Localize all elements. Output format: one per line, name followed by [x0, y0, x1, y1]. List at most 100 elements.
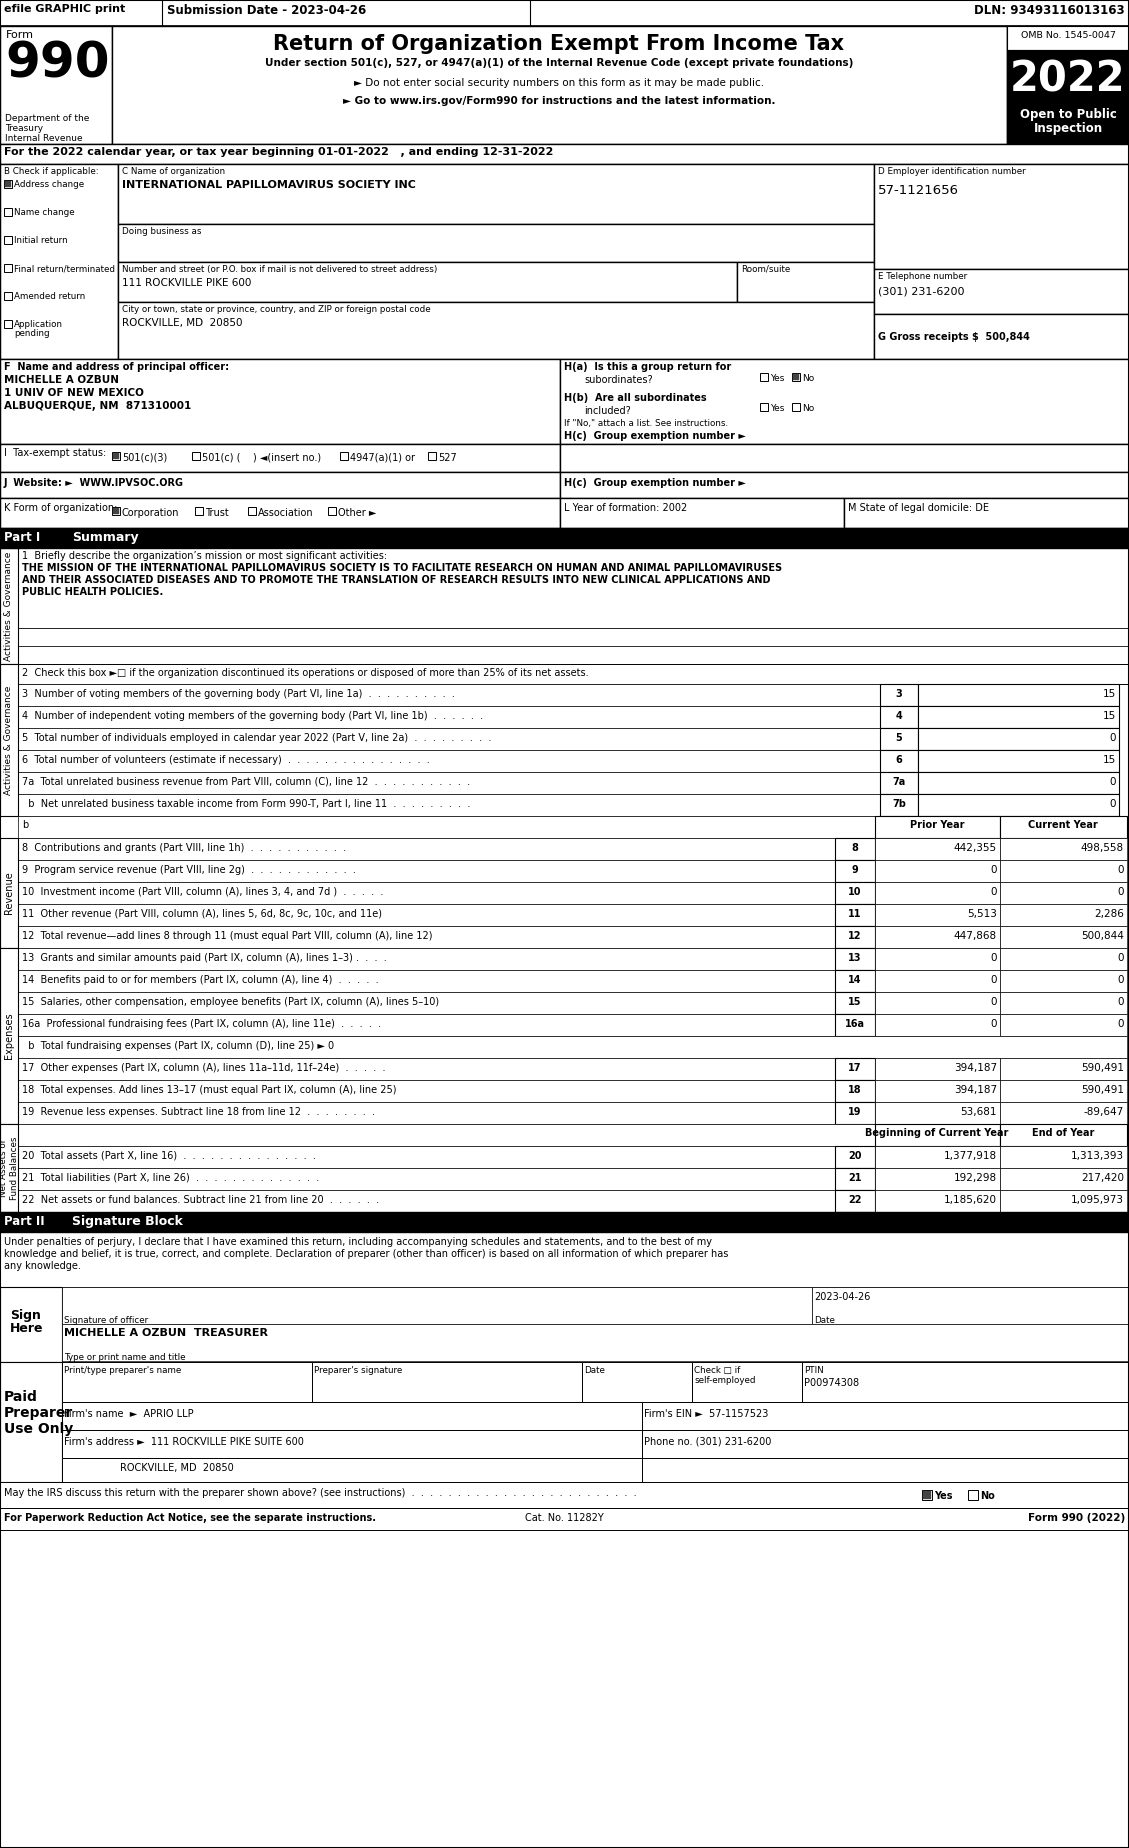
Text: 0: 0 [1118, 976, 1124, 985]
Text: Submission Date - 2023-04-26: Submission Date - 2023-04-26 [167, 4, 366, 17]
Text: 14: 14 [848, 976, 861, 985]
Text: 20: 20 [848, 1151, 861, 1161]
Text: 447,868: 447,868 [954, 931, 997, 941]
Text: Open to Public: Open to Public [1019, 107, 1117, 120]
Bar [1000, 881, 1127, 904]
Text: 11  Other revenue (Part VIII, column (A), lines 5, 6d, 8c, 9c, 10c, and 11e): 11 Other revenue (Part VIII, column (A),… [21, 909, 382, 918]
Bar [1000, 1146, 1127, 1168]
Bar [428, 453, 436, 460]
Text: b: b [21, 821, 28, 830]
Text: H(a)  Is this a group return for: H(a) Is this a group return for [564, 362, 732, 371]
Bar [918, 750, 1119, 772]
Text: L Year of formation: 2002: L Year of formation: 2002 [564, 503, 688, 514]
Text: No: No [802, 373, 814, 383]
Text: 217,420: 217,420 [1080, 1173, 1124, 1183]
Text: OMB No. 1545-0047: OMB No. 1545-0047 [1021, 31, 1115, 41]
Text: City or town, state or province, country, and ZIP or foreign postal code: City or town, state or province, country… [122, 305, 430, 314]
Text: Expenses: Expenses [5, 1013, 14, 1059]
Text: 5,513: 5,513 [968, 909, 997, 918]
Bar [802, 1362, 1129, 1403]
Text: 8  Contributions and grants (Part VIII, line 1h)  .  .  .  .  .  .  .  .  .  .  : 8 Contributions and grants (Part VIII, l… [21, 843, 347, 854]
Bar [18, 628, 1129, 647]
Text: MICHELLE A OZBUN: MICHELLE A OZBUN [5, 375, 119, 384]
Bar [18, 948, 835, 970]
Text: P00974308: P00974308 [804, 1379, 859, 1388]
Text: 57-1121656: 57-1121656 [878, 185, 959, 198]
Text: 13  Grants and similar amounts paid (Part IX, column (A), lines 1–3) .  .  .  .: 13 Grants and similar amounts paid (Part… [21, 954, 387, 963]
Text: 3  Number of voting members of the governing body (Part VI, line 1a)  .  .  .  .: 3 Number of voting members of the govern… [21, 689, 455, 699]
Bar [879, 684, 918, 706]
Text: Current Year: Current Year [1029, 821, 1097, 830]
Bar [5, 179, 12, 188]
Bar [875, 1168, 1000, 1190]
Text: Address change: Address change [14, 179, 85, 188]
Text: 6  Total number of volunteers (estimate if necessary)  .  .  .  .  .  .  .  .  .: 6 Total number of volunteers (estimate i… [21, 756, 430, 765]
Text: 590,491: 590,491 [1080, 1085, 1124, 1096]
Bar [835, 1059, 875, 1079]
Text: Name change: Name change [14, 209, 75, 216]
Bar [875, 926, 1000, 948]
Bar [18, 904, 835, 926]
Bar [112, 26, 1007, 144]
Text: subordinates?: subordinates? [584, 375, 653, 384]
Bar [918, 684, 1119, 706]
Bar [0, 1362, 62, 1482]
Bar [62, 1403, 642, 1430]
Text: Amended return: Amended return [14, 292, 86, 301]
Text: 21: 21 [848, 1173, 861, 1183]
Text: (301) 231-6200: (301) 231-6200 [878, 286, 964, 296]
Bar [0, 837, 18, 948]
Text: M State of legal domicile: DE: M State of legal domicile: DE [848, 503, 989, 514]
Text: knowledge and belief, it is true, correct, and complete. Declaration of preparer: knowledge and belief, it is true, correc… [5, 1249, 728, 1258]
Bar [5, 320, 12, 327]
Text: ► Do not enter social security numbers on this form as it may be made public.: ► Do not enter social security numbers o… [353, 78, 764, 89]
Text: Signature of officer: Signature of officer [64, 1316, 148, 1325]
Text: 394,187: 394,187 [954, 1063, 997, 1074]
Text: H(b)  Are all subordinates: H(b) Are all subordinates [564, 394, 707, 403]
Text: Corporation: Corporation [122, 508, 180, 517]
Bar [18, 992, 835, 1015]
Bar [844, 497, 1129, 529]
Text: Paid: Paid [5, 1390, 38, 1404]
Text: 12: 12 [848, 931, 861, 941]
Bar [760, 373, 768, 381]
Bar [875, 817, 1000, 837]
Bar [1000, 817, 1127, 837]
Bar [835, 1190, 875, 1212]
Bar [875, 904, 1000, 926]
Text: 501(c)(3): 501(c)(3) [122, 453, 167, 464]
Text: 1,095,973: 1,095,973 [1071, 1196, 1124, 1205]
Bar [875, 992, 1000, 1015]
Bar [875, 1079, 1000, 1101]
Text: Here: Here [10, 1321, 44, 1334]
Text: Under penalties of perjury, I declare that I have examined this return, includin: Under penalties of perjury, I declare th… [5, 1236, 712, 1247]
Bar [560, 444, 1129, 471]
Bar [560, 359, 1129, 444]
Bar [119, 301, 874, 359]
Bar [835, 859, 875, 881]
Text: Form: Form [6, 30, 34, 41]
Text: 990: 990 [5, 41, 110, 89]
Text: H(c)  Group exemption number ►: H(c) Group exemption number ► [564, 479, 746, 488]
Bar [760, 403, 768, 410]
Bar [924, 1491, 931, 1499]
Bar [875, 859, 1000, 881]
Text: 590,491: 590,491 [1080, 1063, 1124, 1074]
Text: 527: 527 [438, 453, 457, 464]
Text: Prior Year: Prior Year [910, 821, 964, 830]
Text: 442,355: 442,355 [954, 843, 997, 854]
Bar [918, 772, 1119, 795]
Bar [642, 1430, 1129, 1458]
Bar [340, 453, 348, 460]
Text: D Employer identification number: D Employer identification number [878, 166, 1026, 176]
Bar [0, 26, 112, 144]
Text: 13: 13 [848, 954, 861, 963]
Text: 17: 17 [848, 1063, 861, 1074]
Text: 22: 22 [848, 1196, 861, 1205]
Text: 20  Total assets (Part X, line 16)  .  .  .  .  .  .  .  .  .  .  .  .  .  .  .: 20 Total assets (Part X, line 16) . . . … [21, 1151, 316, 1161]
Text: G Gross receipts $  500,844: G Gross receipts $ 500,844 [878, 333, 1030, 342]
Bar [835, 948, 875, 970]
Bar [875, 1015, 1000, 1037]
Text: 15: 15 [848, 998, 861, 1007]
Text: For the 2022 calendar year, or tax year beginning 01-01-2022   , and ending 12-3: For the 2022 calendar year, or tax year … [5, 148, 553, 157]
